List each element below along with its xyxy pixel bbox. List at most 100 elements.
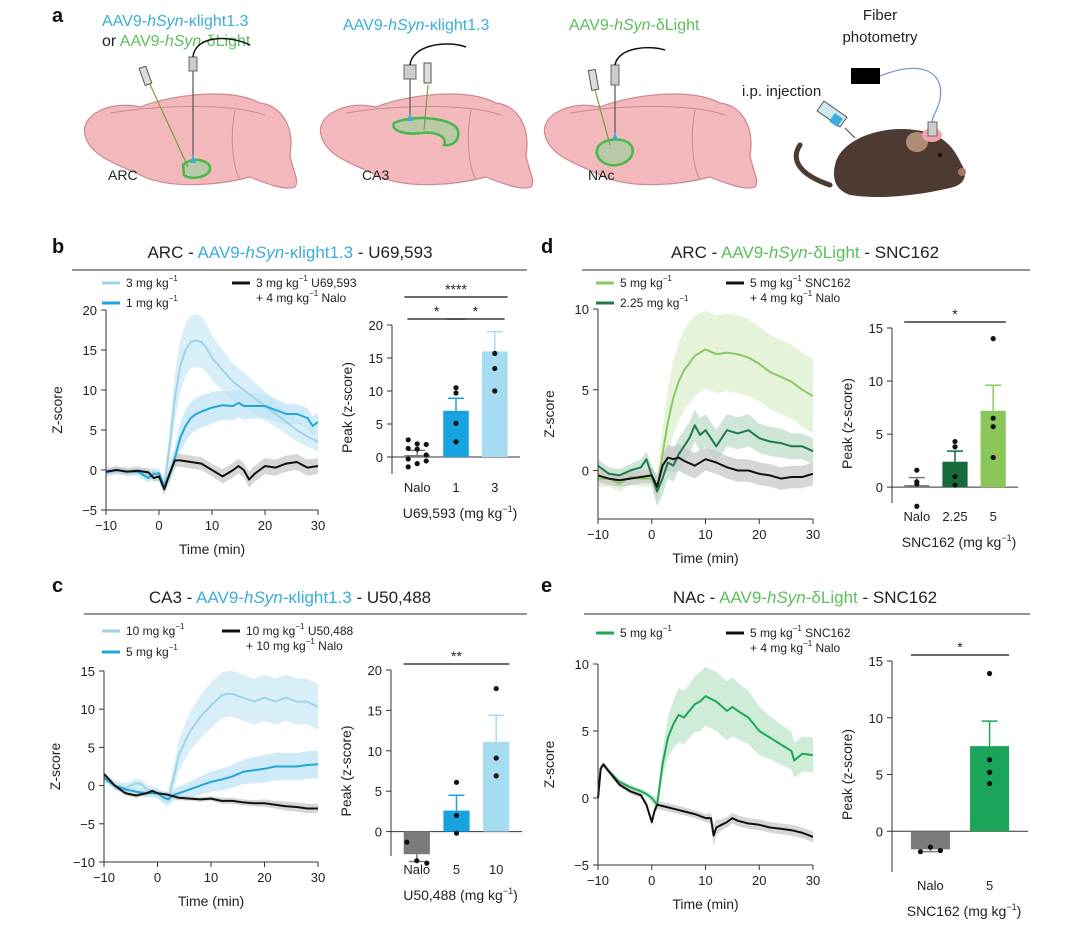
panel-title-e: NAc - AAV9-hSyn-δLight - SNC162	[673, 588, 937, 607]
legend-label: 10 mg kg−1	[126, 622, 185, 638]
significance-label: **	[451, 648, 462, 664]
significance-label: ****	[445, 281, 467, 297]
line-chart-b: −5 0 5 10 15 20 −10 0 10 20 30 Time (min) Z-score 3 m…	[49, 274, 357, 557]
x-tick-label: 3	[491, 480, 498, 495]
ip-injection-label: i.p. injection	[742, 83, 821, 100]
x-axis-label: Time (min)	[178, 893, 244, 909]
data-point	[453, 812, 460, 819]
x-tick-label: Nalo	[404, 480, 431, 495]
data-point	[405, 445, 411, 452]
data-point	[414, 858, 420, 864]
legend-label-line2: + 10 mg kg−1 Nalo	[246, 637, 343, 653]
data-point	[453, 420, 459, 426]
data-point	[414, 446, 420, 452]
significance-label: *	[434, 303, 440, 319]
y-axis-label: Z-score	[47, 743, 63, 791]
data-point	[414, 441, 420, 447]
x-tick-label: 10	[204, 870, 218, 885]
panel-label-b: b	[52, 236, 64, 258]
data-point	[423, 441, 429, 448]
data-point	[424, 860, 430, 866]
y-tick-label: 20	[369, 318, 383, 333]
x-tick-label: −10	[587, 873, 609, 888]
x-axis-label: Time (min)	[179, 541, 245, 557]
x-tick-label: 30	[311, 870, 325, 885]
x-tick-label: 30	[806, 527, 820, 542]
data-point	[990, 454, 996, 461]
x-axis-label: SNC162 (mg kg−1)	[907, 902, 1022, 919]
x-tick-label: 10	[698, 527, 712, 542]
data-point	[952, 473, 958, 480]
data-point	[952, 444, 958, 450]
bar-chart-b: Nalo 1 3 0 5 10 15 20 U69,593 (mg kg−1) Peak (z-s…	[339, 281, 520, 521]
sem-band-2	[106, 454, 318, 495]
legend-label: 5 mg kg−1 SNC162	[750, 624, 851, 640]
x-tick-label: 30	[806, 873, 820, 888]
data-point	[405, 456, 411, 462]
x-tick-label: 20	[752, 873, 766, 888]
y-tick-label: 0	[876, 824, 883, 839]
x-tick-label: −10	[93, 870, 115, 885]
data-point	[986, 769, 993, 775]
data-point	[990, 424, 996, 430]
y-axis-label: Z-score	[541, 390, 557, 438]
y-tick-label: 0	[88, 779, 95, 794]
y-tick-label: 10	[83, 383, 97, 398]
panel-a: a AAV9-hSyn-κlight1.3 or AAV9-hSyn-δLigh…	[52, 5, 966, 198]
y-tick-label: 15	[869, 654, 883, 669]
sem-band-0	[104, 671, 318, 807]
data-point	[986, 670, 993, 677]
data-point	[952, 482, 958, 488]
y-tick-label: 5	[582, 724, 589, 739]
bar-chart-e: Nalo 5 0 5 10 15 SNC162 (mg kg−1) Peak (z-score…	[839, 639, 1028, 919]
x-tick-label: 10	[205, 518, 219, 533]
y-axis-label: Z-score	[541, 741, 557, 789]
series-line-1	[597, 424, 814, 493]
y-axis-label: Peak (z-score)	[338, 725, 354, 816]
data-point	[453, 779, 460, 785]
bar-chart-d: Nalo 2.25 5 0 5 10 15 SNC162 (mg kg−1) Peak (z-s…	[839, 306, 1018, 550]
data-point	[423, 458, 429, 464]
y-tick-label: 5	[876, 768, 883, 783]
fiber-photometry-label-1: Fiber	[863, 7, 897, 24]
y-tick-label: −10	[73, 855, 95, 870]
legend-label-line2: + 4 mg kg−1 Nalo	[750, 289, 840, 305]
data-point	[453, 390, 459, 396]
bar-10	[483, 741, 510, 832]
panel-title-c: CA3 - AAV9-hSyn-κlight1.3 - U50,488	[149, 588, 431, 607]
line-chart-c: −10 −5 0 5 10 15 −10 0 10 20 30 Time (min) Z-score 10…	[47, 622, 354, 909]
legend-label: 5 mg kg−1	[620, 624, 672, 640]
y-axis-label: Peak (z-score)	[839, 729, 855, 820]
x-tick-label: 0	[154, 870, 161, 885]
data-point	[990, 336, 996, 342]
data-point	[917, 849, 924, 855]
significance-label: *	[952, 306, 958, 322]
y-tick-label: −5	[80, 817, 95, 832]
series-line-2	[105, 459, 319, 491]
virus-label-nac: AAV9-hSyn-δLight	[569, 17, 700, 34]
line-chart-d: 0 5 10 −10 0 10 20 30 Time (min) Z-score 5 mg kg−1…	[541, 274, 851, 566]
y-tick-label: 15	[369, 351, 383, 366]
series-line-1	[597, 763, 814, 838]
sem-band-2	[598, 444, 813, 498]
y-tick-label: 5	[90, 423, 97, 438]
series-line-1	[103, 763, 319, 801]
y-axis-label: Peak (z-score)	[339, 362, 355, 453]
legend-label: 3 mg kg−1 U69,593	[256, 274, 357, 290]
data-point	[492, 350, 498, 356]
data-point	[937, 847, 944, 854]
region-label-arc: ARC	[108, 167, 138, 183]
x-tick-label: 5	[990, 509, 997, 524]
panel-label-a: a	[52, 5, 64, 27]
x-tick-label: 5	[453, 862, 460, 877]
series-line-0	[598, 348, 814, 491]
legend-label-line2: + 4 mg kg−1 Nalo	[750, 639, 840, 655]
y-tick-label: 10	[575, 657, 589, 672]
region-label-nac: NAc	[588, 167, 614, 183]
y-tick-label: 5	[582, 383, 589, 398]
x-tick-label: Nalo	[403, 862, 430, 877]
virus-label-arc-line1: AAV9-hSyn-κlight1.3	[102, 13, 249, 30]
y-tick-label: 10	[575, 302, 589, 317]
data-point	[405, 464, 411, 470]
